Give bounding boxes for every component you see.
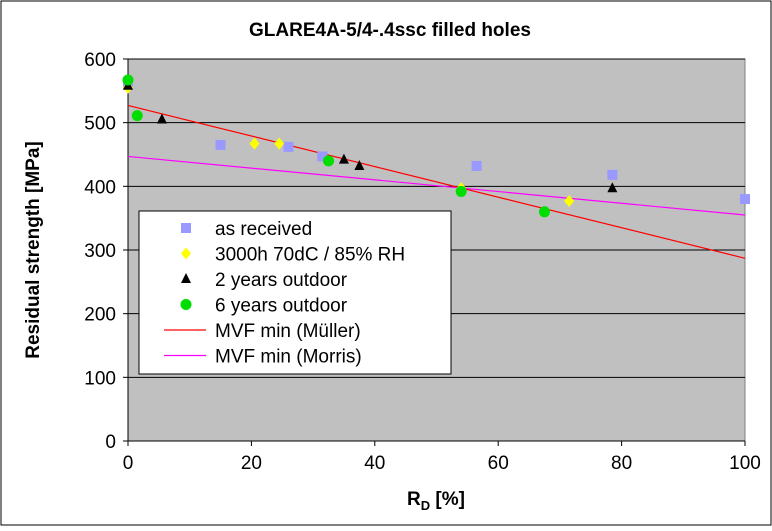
legend-label: MVF min (Müller) xyxy=(215,321,361,342)
legend-label: 3000h 70dC / 85% RH xyxy=(215,245,405,266)
axis-layer: 0 100 200 300 400 500 600 0 20 40 60 80 100 xyxy=(84,50,761,474)
data-point xyxy=(607,169,618,180)
x-axis-label: RD [%] xyxy=(407,489,465,513)
series-4 xyxy=(127,104,746,259)
series-2 xyxy=(123,79,618,193)
x-axis-label-main: R xyxy=(407,489,421,510)
data-point xyxy=(323,155,335,167)
legend: as received 3000h 70dC / 85% RH 2 years ou… xyxy=(138,210,452,375)
legend-item: 3000h 70dC / 85% RH xyxy=(181,245,405,266)
data-point xyxy=(215,139,226,150)
trend-line xyxy=(127,155,746,216)
data-point xyxy=(455,185,467,197)
legend-item: MVF min (Morris) xyxy=(164,347,362,368)
legend-marker-swatch xyxy=(180,299,192,310)
legend-item: MVF min (Müller) xyxy=(164,321,361,342)
legend-label: 2 years outdoor xyxy=(215,270,348,291)
series-3 xyxy=(122,74,550,218)
data-point xyxy=(564,194,575,207)
legend-label: MVF min (Morris) xyxy=(215,347,362,368)
legend-box xyxy=(138,210,452,375)
x-tick-label: 60 xyxy=(488,453,509,474)
data-point xyxy=(249,137,260,150)
y-tick-label: 500 xyxy=(84,114,116,135)
data-point xyxy=(607,182,618,193)
data-point xyxy=(131,110,143,122)
x-tick-label: 40 xyxy=(364,453,385,474)
legend-item: as received xyxy=(181,219,312,240)
data-point xyxy=(274,137,285,150)
data-point xyxy=(122,74,134,86)
x-tick-label: 100 xyxy=(729,453,761,474)
x-axis-label-sub: D xyxy=(421,498,430,513)
data-point xyxy=(471,160,482,171)
x-tick-label: 20 xyxy=(241,453,262,474)
data-point xyxy=(538,206,550,218)
chart-title: GLARE4A-5/4-.4ssc filled holes xyxy=(249,20,531,41)
y-axis-label: Residual strength [MPa] xyxy=(23,141,44,358)
y-tick-label: 200 xyxy=(84,305,116,326)
data-point xyxy=(338,153,349,164)
legend-marker-swatch xyxy=(181,273,191,283)
legend-label: as received xyxy=(215,219,312,240)
x-tick-label: 80 xyxy=(611,453,632,474)
legend-item: 2 years outdoor xyxy=(181,270,348,291)
data-point xyxy=(283,141,294,152)
y-tick-label: 600 xyxy=(84,50,116,71)
legend-item: 6 years outdoor xyxy=(180,296,348,317)
legend-marker-swatch xyxy=(181,223,191,233)
data-point xyxy=(354,159,365,170)
y-tick-label: 0 xyxy=(105,432,116,453)
data-point xyxy=(156,113,167,124)
x-axis-label-unit: [%] xyxy=(430,489,465,510)
legend-label: 6 years outdoor xyxy=(215,296,348,317)
data-point xyxy=(317,151,328,162)
y-tick-label: 100 xyxy=(84,368,116,389)
y-tick-label: 400 xyxy=(84,177,116,198)
series-layer xyxy=(122,74,750,259)
series-5 xyxy=(127,155,746,216)
data-point xyxy=(740,194,750,205)
legend-marker-swatch xyxy=(181,247,191,260)
x-tick-label: 0 xyxy=(123,453,134,474)
y-tick-label: 300 xyxy=(84,241,116,262)
trend-line xyxy=(127,104,746,259)
